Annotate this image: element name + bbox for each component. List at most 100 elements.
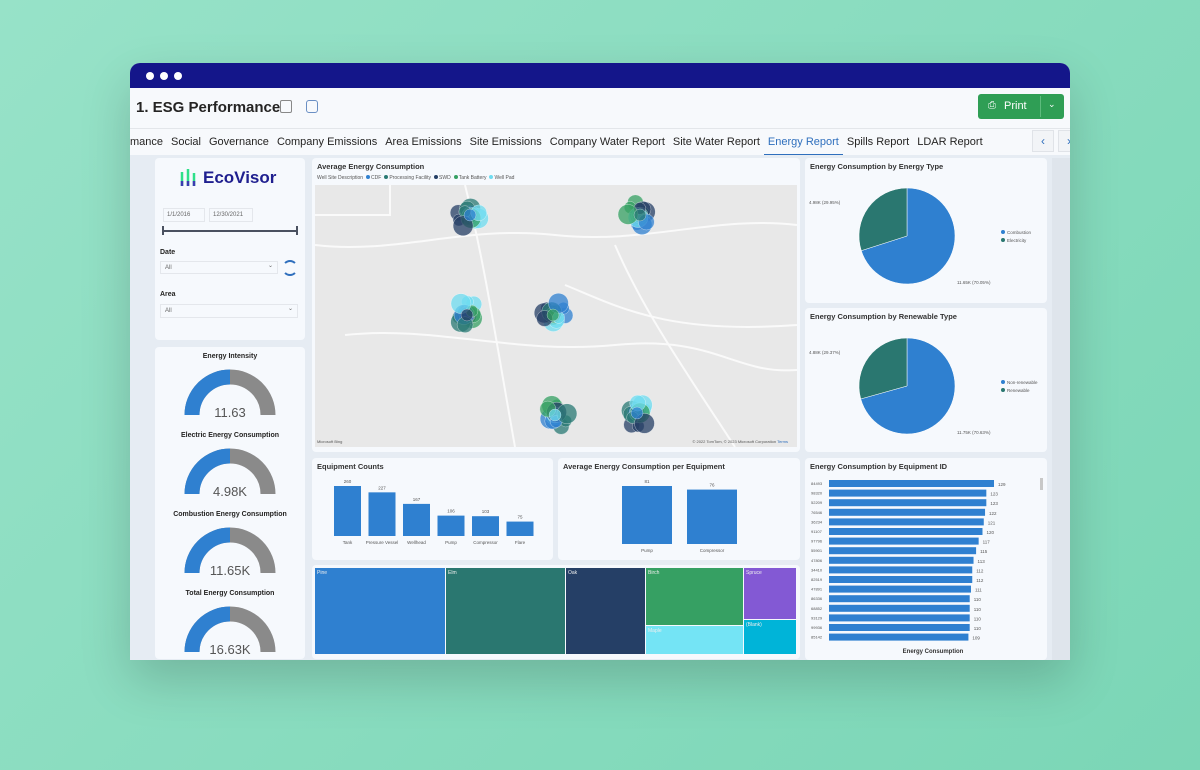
pie-slice-electricity[interactable] [858,187,908,251]
add-icon[interactable] [306,100,318,113]
bar-category-label: Compressor [700,548,725,553]
bar[interactable] [829,595,970,603]
bar[interactable] [437,515,465,536]
legend-item: SWD [434,175,451,181]
tab-mance[interactable]: mance [130,136,164,148]
bar[interactable] [829,518,984,526]
gauge-value: 16.63K [209,642,251,657]
tab-site-emissions[interactable]: Site Emissions [469,136,542,148]
equipment-id-label: 99936 [811,625,823,630]
bar-data-label: 115 [980,549,988,554]
bar[interactable] [829,499,987,507]
tab-social[interactable]: Social [171,136,201,148]
slider-handle-end[interactable] [296,226,298,235]
map-bubble[interactable] [633,208,647,222]
page-scrollbar[interactable] [1052,158,1070,660]
treemap-tile-maple[interactable]: Maple [646,626,743,654]
map-bubble[interactable] [450,293,472,314]
note-icon[interactable] [280,100,292,113]
refresh-icon[interactable] [282,260,298,276]
map-bubble[interactable] [460,308,474,322]
start-date-input[interactable]: 1/1/2016 [163,208,205,222]
legend-label: CDF [371,175,382,181]
printer-icon: ⎙ [988,100,996,111]
tab-ldar-report[interactable]: LDAR Report [917,136,983,148]
pie-slice-renewable[interactable] [858,337,908,400]
renewable-type-pie-panel: Energy Consumption by Renewable Type 11.7… [805,308,1047,452]
map-bubble[interactable] [548,408,562,422]
gauge-title: Electric Energy Consumption [180,432,280,439]
map-bubble[interactable] [630,406,644,420]
treemap-tile-pine[interactable]: Pine [315,568,445,654]
bar-data-label: 103 [482,509,490,514]
tab-area-emissions[interactable]: Area Emissions [385,136,462,148]
pie-slice-combustion[interactable] [860,187,956,285]
bar[interactable] [829,528,983,535]
tab-spills-report[interactable]: Spills Report [846,136,910,148]
legend-label: Non-renewable [1007,380,1038,385]
date-value: All [165,265,172,271]
bar[interactable] [829,614,970,622]
tab-prev-button[interactable]: ‹ [1032,130,1054,152]
map-bubble[interactable] [546,308,560,322]
bar[interactable] [829,556,974,564]
tab-energy-report[interactable]: Energy Report [763,129,843,155]
bar[interactable] [829,537,979,545]
map-bubble[interactable] [463,208,477,222]
equipment-id-label: 91107 [811,529,823,534]
legend-item: Processing Facility [384,175,431,181]
print-button[interactable]: ⎙ Print ⌄ [978,94,1064,119]
area-dropdown[interactable]: All ⌄ [160,304,298,318]
bar[interactable] [829,585,971,593]
bar[interactable] [368,492,396,536]
bar[interactable] [622,486,672,544]
bar[interactable] [829,508,986,516]
treemap-tile-birch[interactable]: Birch [646,568,743,625]
legend-dot [434,175,439,179]
bar[interactable] [829,489,987,497]
bar-data-label: 110 [974,626,982,631]
bar-data-label: 121 [988,520,996,525]
treemap-tile-blank[interactable]: (Blank) [744,620,796,654]
tab-next-button[interactable]: › [1058,130,1070,152]
treemap-tile-oak[interactable]: Oak [566,568,645,654]
map-road [315,221,797,249]
treemap-tile-spruce[interactable]: Spruce [744,568,796,619]
end-date-input[interactable]: 12/30/2021 [209,208,253,222]
chevron-down-icon[interactable]: ⌄ [1048,99,1056,109]
pie-slice-non-renewable[interactable] [860,337,956,435]
treemap-label: Oak [568,570,578,576]
chart-title: Energy Consumption by Energy Type [810,162,944,171]
bar[interactable] [829,547,977,555]
tab-site-water-report[interactable]: Site Water Report [672,136,760,148]
map-panel: Average Energy Consumption Well Site Des… [312,158,800,452]
bing-logo: Microsoft Bing [317,439,343,444]
map-title: Average Energy Consumption [317,162,425,171]
tab-company-emissions[interactable]: Company Emissions [276,136,378,148]
window-dot [174,72,182,80]
legend-dot [366,175,371,179]
date-range-slider[interactable] [163,230,297,232]
slider-handle-start[interactable] [162,226,164,235]
date-dropdown[interactable]: All ⌄ [160,261,278,274]
bar[interactable] [829,566,973,574]
bar[interactable] [472,516,499,536]
bar[interactable] [829,576,973,583]
tab-governance[interactable]: Governance [209,136,269,148]
bar[interactable] [687,489,737,544]
scrollbar-thumb[interactable] [1040,478,1043,490]
treemap-label: Elm [448,570,457,576]
chart-title: Energy Consumption by Renewable Type [810,312,957,321]
bar[interactable] [829,633,969,641]
bar[interactable] [829,604,970,612]
bar[interactable] [403,503,430,536]
terms-link[interactable]: Terms [777,439,788,444]
treemap-tile-elm[interactable]: Elm [446,568,565,654]
bar[interactable] [829,480,994,487]
bar[interactable] [829,624,970,631]
map-canvas[interactable] [315,185,797,447]
tab-company-water-report[interactable]: Company Water Report [549,136,665,148]
bar[interactable] [506,521,534,536]
bar[interactable] [334,486,361,536]
treemap-label: Pine [317,570,328,576]
